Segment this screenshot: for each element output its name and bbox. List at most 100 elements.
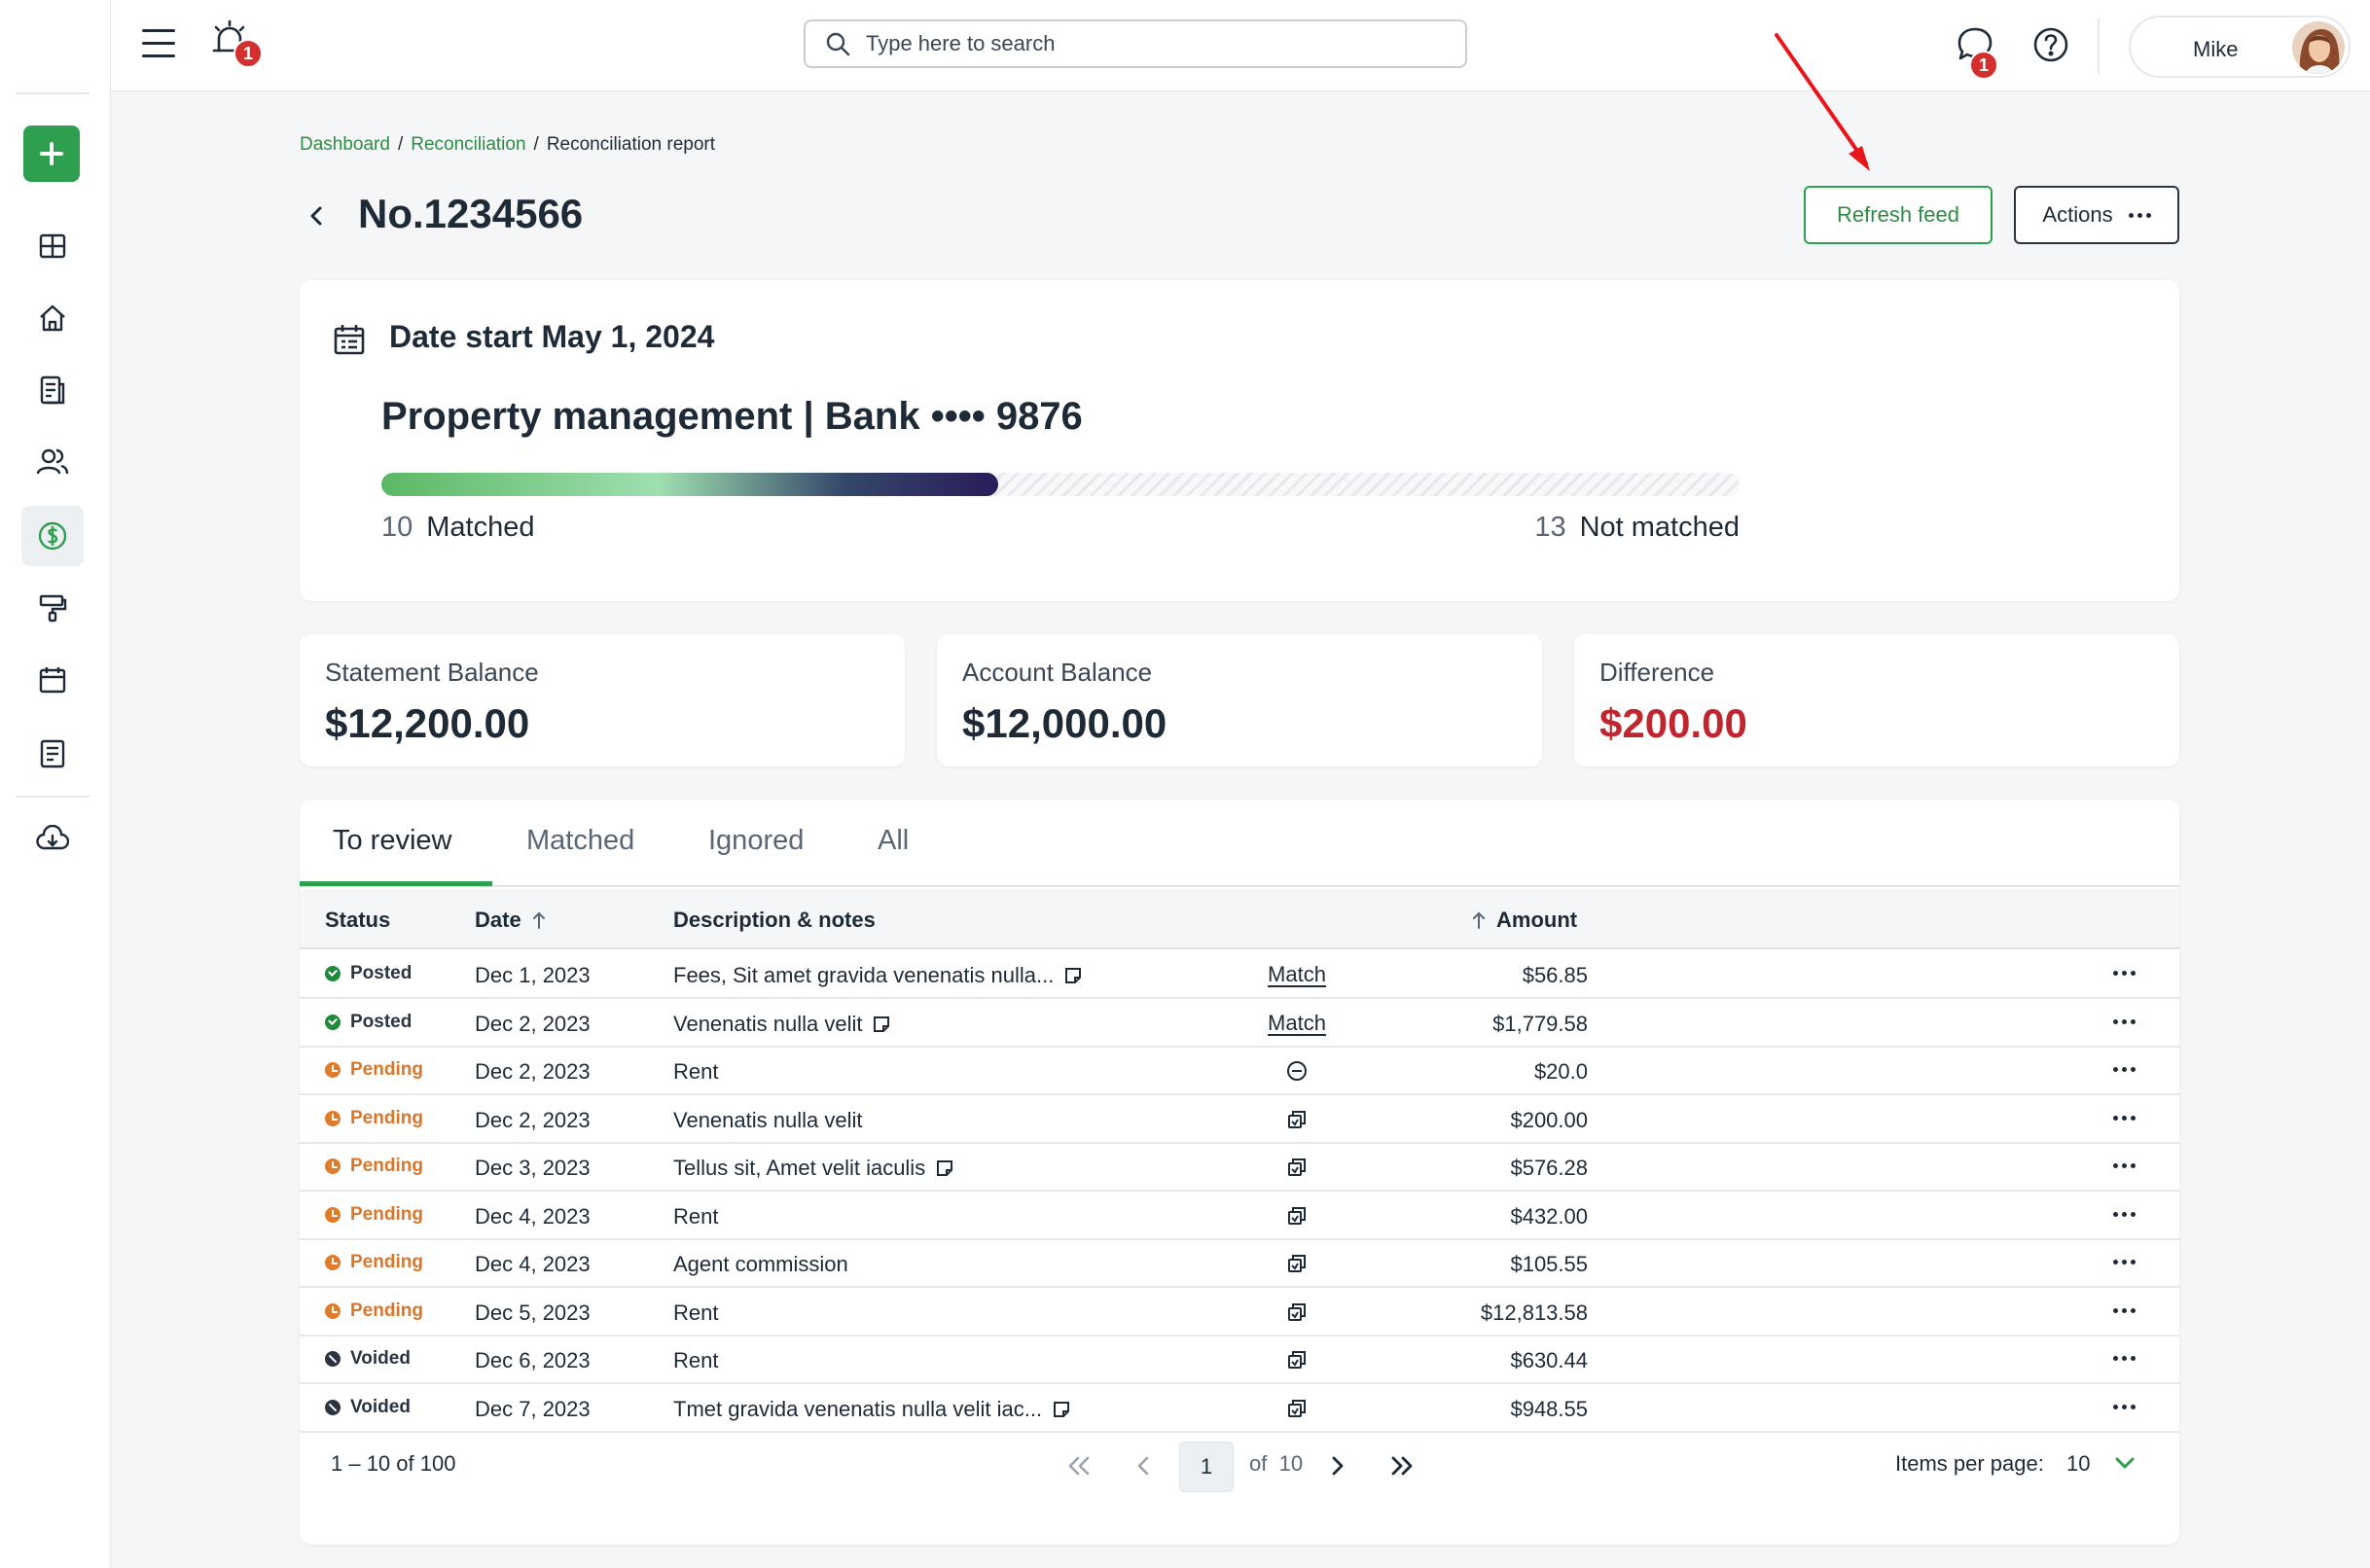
row-action[interactable] [1263,1152,1331,1183]
user-menu[interactable]: Mike [2129,16,2351,78]
table-row[interactable]: Pending Dec 5, 2023 Rent $12,813.58 [300,1289,2179,1336]
copy-icon[interactable] [1286,1398,1308,1419]
dashboard-icon [39,233,66,259]
table-row[interactable]: Pending Dec 3, 2023 Tellus sit, Amet velit… [300,1144,2179,1192]
nav-home[interactable] [21,288,84,348]
table-row[interactable]: Pending Dec 4, 2023 Agent commission $105.5… [300,1240,2179,1288]
note-icon [1065,968,1082,983]
more-horizontal-icon [2128,212,2151,218]
row-date: Dec 7, 2023 [475,1396,591,1421]
table-row[interactable]: Voided Dec 7, 2023 Tmet gravida venenatis … [300,1385,2179,1433]
copy-icon[interactable] [1286,1349,1308,1371]
copy-icon[interactable] [1286,1301,1308,1323]
row-action[interactable]: Match [1263,959,1331,990]
refresh-feed-button[interactable]: Refresh feed [1804,186,1993,244]
more-horizontal-icon[interactable] [2113,1018,2136,1024]
tab-ignored[interactable]: Ignored [708,825,805,856]
match-link[interactable]: Match [1268,962,1326,986]
next-page-button[interactable] [1321,1449,1354,1482]
minus-circle-icon[interactable] [1285,1059,1309,1083]
row-date: Dec 2, 2023 [475,1011,591,1036]
header-status: Status [325,908,391,932]
back-button[interactable] [305,204,329,228]
tab-all[interactable]: All [878,825,910,856]
more-horizontal-icon[interactable] [2113,1163,2136,1168]
more-horizontal-icon[interactable] [2113,1404,2136,1409]
breadcrumb-reconciliation[interactable]: Reconciliation [411,134,526,155]
table-row[interactable]: Voided Dec 6, 2023 Rent $630.44 [300,1336,2179,1384]
tab-matched[interactable]: Matched [526,825,635,856]
search-box[interactable] [804,19,1467,68]
status-voided-icon [325,1351,341,1367]
row-action[interactable]: Match [1263,1008,1331,1039]
more-horizontal-icon[interactable] [2113,1260,2136,1265]
chevrons-left-icon [1068,1456,1090,1476]
row-action[interactable] [1263,1344,1331,1375]
note-icon [937,1160,953,1176]
header-amount[interactable]: Amount [1471,908,1577,933]
search-input[interactable] [866,31,1411,56]
match-link[interactable]: Match [1268,1010,1326,1035]
add-new-button[interactable] [23,125,80,182]
copy-icon[interactable] [1286,1109,1308,1130]
items-per-page-value[interactable]: 10 [2066,1451,2091,1476]
nav-download[interactable] [21,809,84,870]
table-row[interactable]: Posted Dec 2, 2023 Venenatis nulla velit $1… [300,1000,2179,1048]
nav-reports[interactable] [21,724,84,784]
current-page[interactable]: 1 [1179,1442,1234,1492]
nav-maintenance[interactable] [21,578,84,638]
nav-calendar[interactable] [21,650,84,710]
breadcrumb-dashboard[interactable]: Dashboard [300,134,390,155]
chat-icon[interactable]: 1 [1956,25,1998,80]
nav-people[interactable] [21,432,84,492]
more-horizontal-icon[interactable] [2113,1211,2136,1217]
status-badge: Pending [325,1156,423,1177]
row-action[interactable] [1263,1055,1331,1087]
table-row[interactable]: Pending Dec 2, 2023 Rent $20.0 [300,1048,2179,1095]
more-horizontal-icon[interactable] [2113,1067,2136,1072]
row-description: Tellus sit, Amet velit iaculis [673,1156,954,1181]
nav-accounting[interactable] [21,506,84,566]
nav-dashboard[interactable] [21,216,84,276]
first-page-button[interactable] [1062,1449,1095,1482]
more-horizontal-icon[interactable] [2113,1115,2136,1121]
row-description: Agent commission [673,1252,848,1277]
row-action[interactable] [1263,1297,1331,1328]
actions-label: Actions [2042,202,2113,227]
row-amount: $56.85 [1522,963,1588,987]
status-voided-icon [325,1399,341,1415]
more-horizontal-icon[interactable] [2113,1356,2136,1361]
home-icon [40,304,65,332]
row-description-text: Rent [673,1300,719,1325]
table-row[interactable]: Posted Dec 1, 2023 Fees, Sit amet gravida … [300,951,2179,999]
chevron-left-icon [310,206,322,226]
status-badge: Posted [325,963,412,984]
status-label: Pending [350,1059,423,1080]
row-amount: $576.28 [1510,1156,1588,1180]
alarm-icon[interactable]: 1 [210,19,263,68]
table-row[interactable]: Pending Dec 2, 2023 Venenatis nulla velit $… [300,1096,2179,1144]
row-action[interactable] [1263,1248,1331,1279]
status-pending-icon [325,1110,341,1126]
copy-icon[interactable] [1286,1157,1308,1178]
tab-to-review[interactable]: To review [333,825,452,856]
header-date[interactable]: Date [475,908,547,933]
row-action[interactable] [1263,1104,1331,1135]
last-page-button[interactable] [1385,1449,1418,1482]
more-horizontal-icon[interactable] [2113,1307,2136,1313]
help-icon[interactable] [2031,25,2070,64]
pagination-range: 1 – 10 of 100 [331,1451,456,1476]
actions-button[interactable]: Actions [2014,186,2179,244]
status-label: Voided [350,1348,411,1369]
nav-documents[interactable] [21,360,84,420]
prev-page-button[interactable] [1127,1449,1160,1482]
copy-icon[interactable] [1286,1205,1308,1227]
row-action[interactable] [1263,1200,1331,1231]
chevron-down-icon[interactable] [2113,1453,2137,1473]
row-action[interactable] [1263,1393,1331,1424]
table-row[interactable]: Pending Dec 4, 2023 Rent $432.00 [300,1193,2179,1240]
status-label: Posted [350,963,413,983]
menu-icon[interactable] [142,29,175,58]
copy-icon[interactable] [1286,1253,1308,1274]
more-horizontal-icon[interactable] [2113,971,2136,976]
